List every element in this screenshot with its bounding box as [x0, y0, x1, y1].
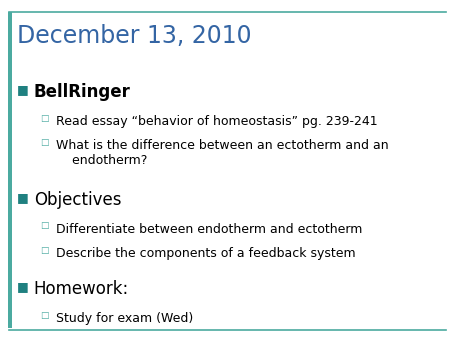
Text: BellRinger: BellRinger	[34, 83, 130, 101]
Text: □: □	[40, 114, 49, 123]
Text: Homework:: Homework:	[34, 280, 129, 298]
Text: Describe the components of a feedback system: Describe the components of a feedback sy…	[56, 247, 356, 260]
Text: Objectives: Objectives	[34, 191, 121, 209]
Text: □: □	[40, 311, 49, 320]
Text: □: □	[40, 246, 49, 255]
Text: What is the difference between an ectotherm and an
    endotherm?: What is the difference between an ectoth…	[56, 139, 389, 167]
Text: Differentiate between endotherm and ectotherm: Differentiate between endotherm and ecto…	[56, 223, 363, 236]
Text: ■: ■	[17, 280, 29, 293]
FancyBboxPatch shape	[8, 12, 12, 328]
Text: □: □	[40, 138, 49, 147]
Text: □: □	[40, 221, 49, 231]
Text: Read essay “behavior of homeostasis” pg. 239-241: Read essay “behavior of homeostasis” pg.…	[56, 115, 378, 128]
Text: December 13, 2010: December 13, 2010	[17, 24, 252, 48]
Text: Study for exam (Wed): Study for exam (Wed)	[56, 312, 194, 325]
Text: ■: ■	[17, 191, 29, 203]
Text: ■: ■	[17, 83, 29, 96]
